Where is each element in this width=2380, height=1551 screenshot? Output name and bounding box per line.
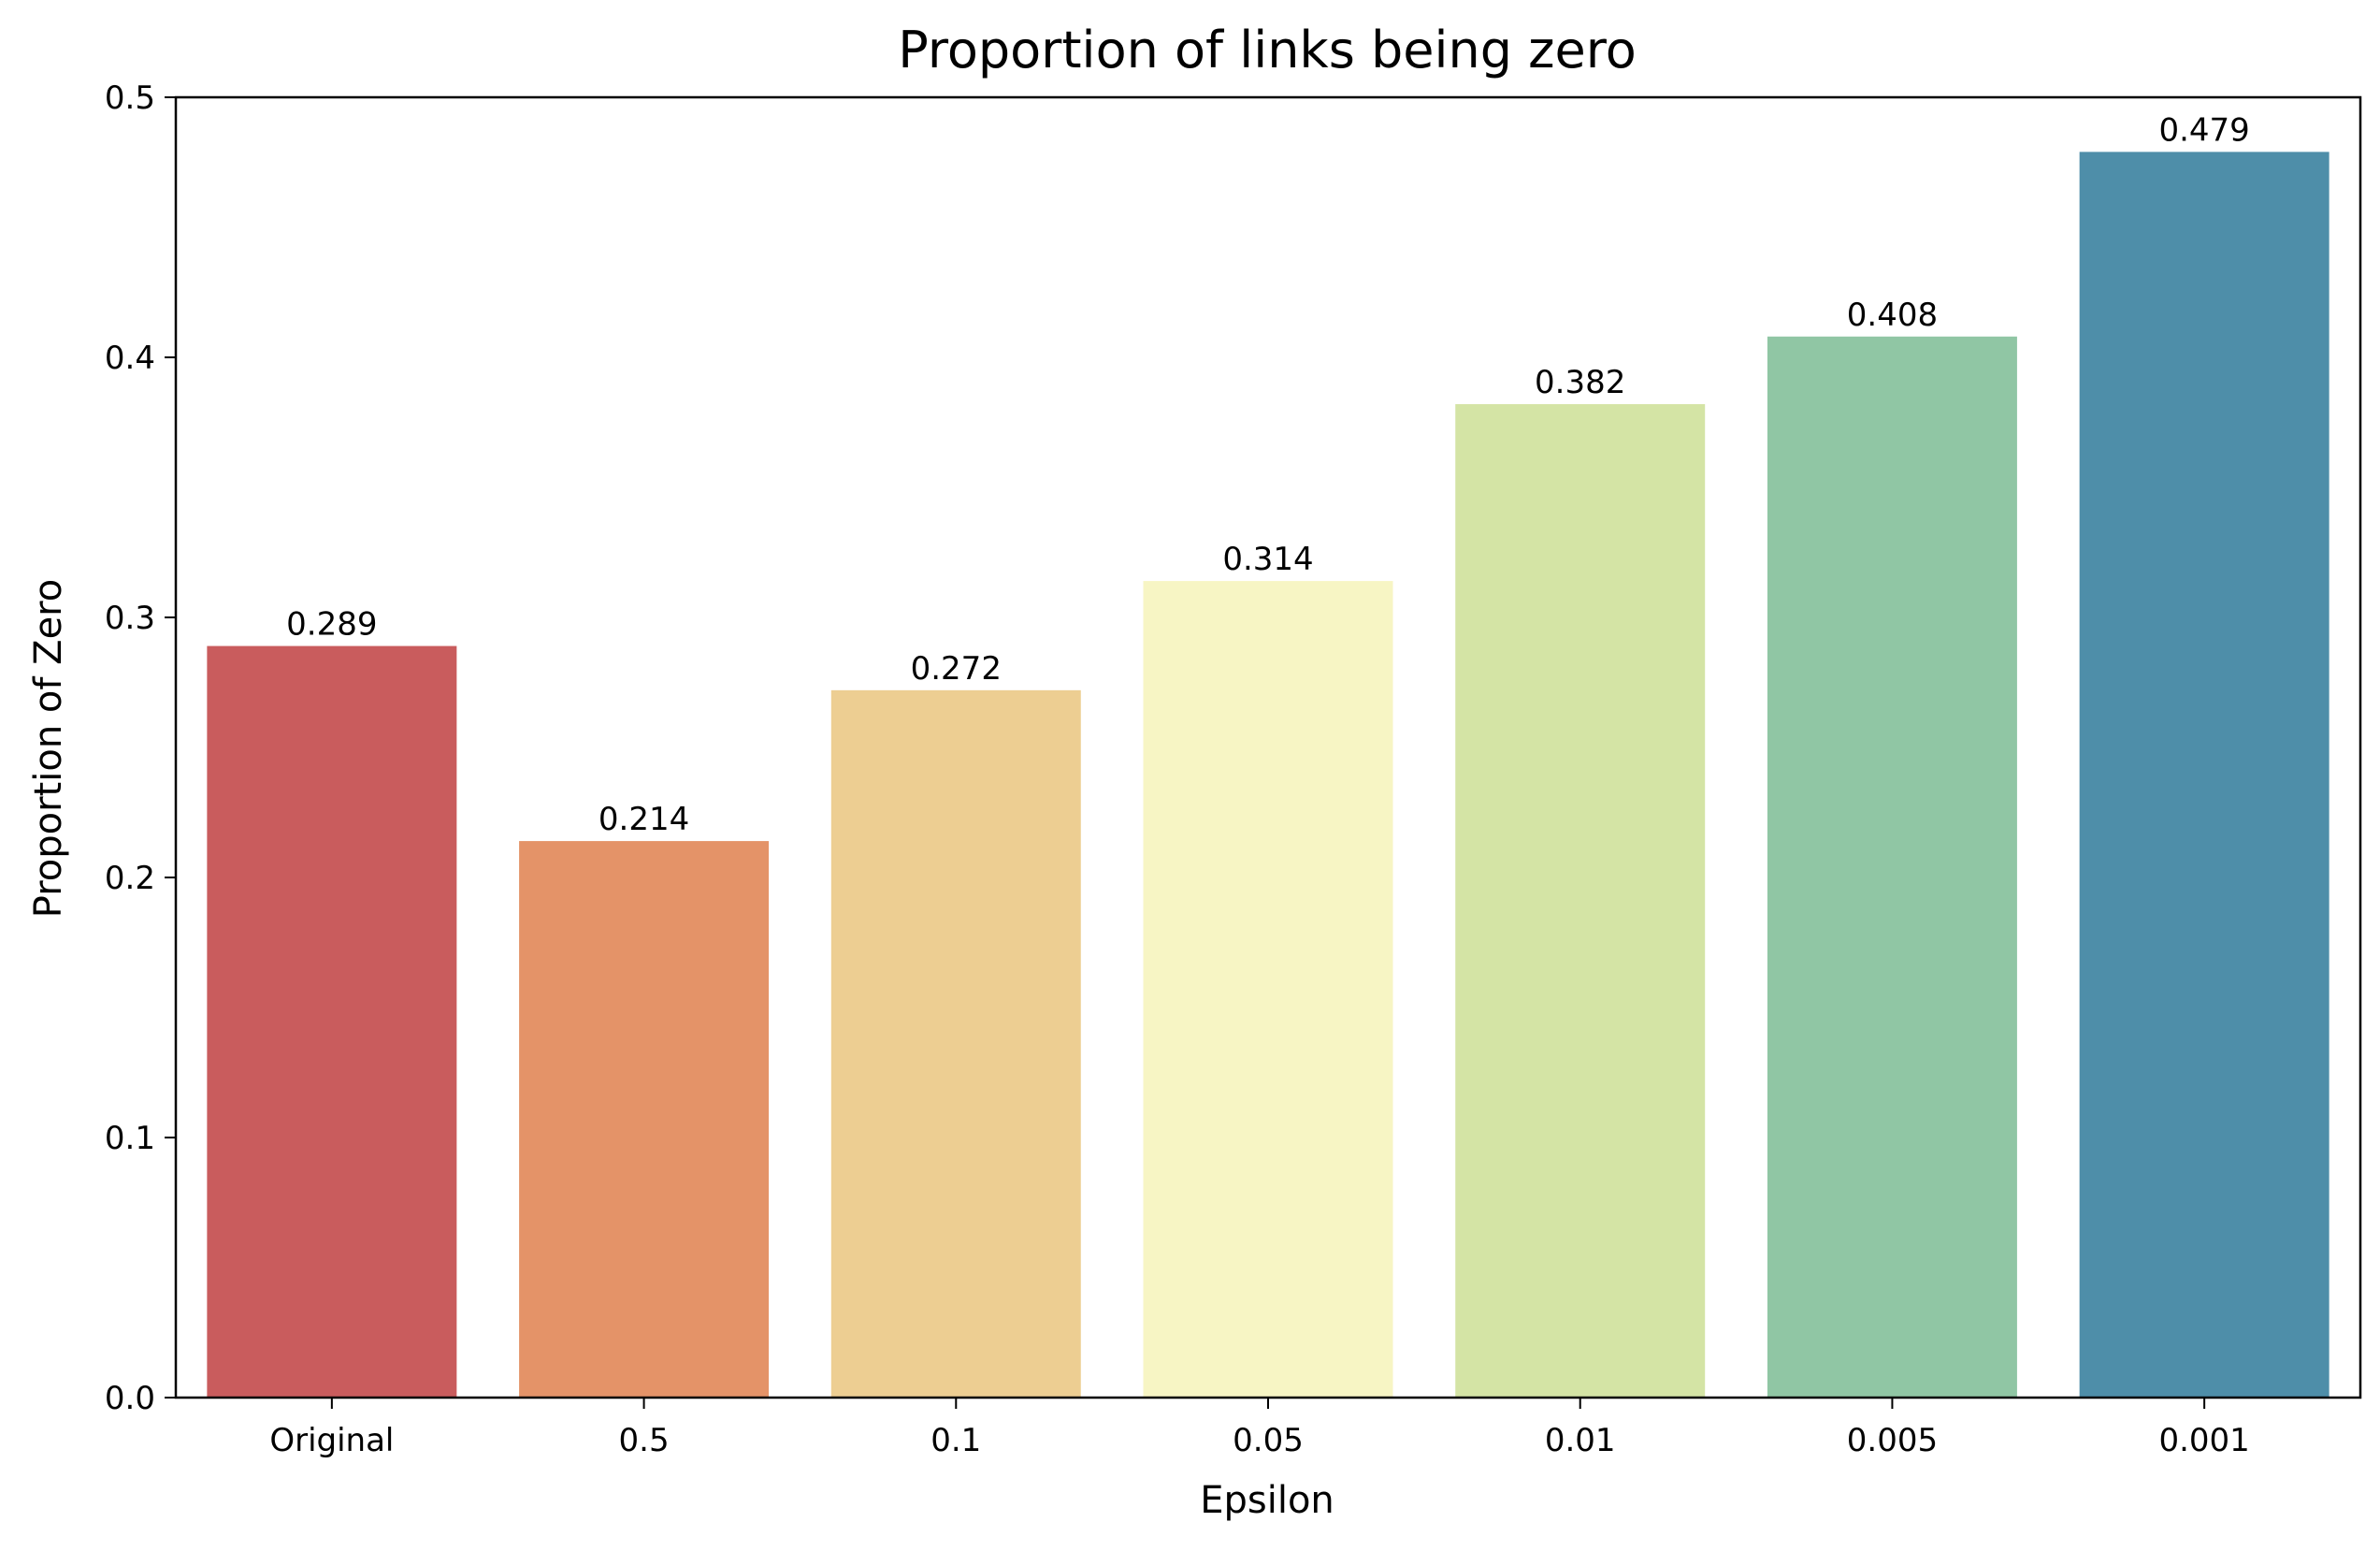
x-tick-label-1: 0.5 xyxy=(619,1422,670,1459)
y-tick-label-2: 0.2 xyxy=(105,860,155,897)
bar-1 xyxy=(519,841,770,1398)
x-tick-label-6: 0.001 xyxy=(2158,1422,2249,1459)
x-tick-label-4: 0.01 xyxy=(1545,1422,1616,1459)
y-tick-label-1: 0.1 xyxy=(105,1120,155,1157)
x-axis-label: Epsilon xyxy=(1200,1479,1334,1522)
bar-3 xyxy=(1143,581,1393,1398)
y-tick-label-0: 0.0 xyxy=(105,1380,155,1417)
data-label-2: 0.272 xyxy=(911,650,1002,688)
chart-title: Proportion of links being zero xyxy=(898,21,1637,80)
x-tick-label-2: 0.1 xyxy=(930,1422,981,1459)
bar-6 xyxy=(2079,152,2330,1398)
data-label-5: 0.408 xyxy=(1847,297,1938,334)
data-label-3: 0.314 xyxy=(1222,541,1313,578)
bar-4 xyxy=(1455,404,1706,1398)
y-tick-label-3: 0.3 xyxy=(105,600,155,637)
x-tick-label-0: Original xyxy=(269,1422,394,1459)
y-tick-label-5: 0.5 xyxy=(105,80,155,117)
x-tick-label-5: 0.005 xyxy=(1847,1422,1938,1459)
bar-5 xyxy=(1767,336,2017,1398)
y-axis-label: Proportion of Zero xyxy=(27,579,70,918)
data-label-4: 0.382 xyxy=(1535,364,1625,401)
plot-area: 0.289 Original 0.214 0.5 0.272 0.1 0.314 0.05 0.… xyxy=(105,80,2362,1459)
axes-frame xyxy=(174,95,2362,1399)
data-label-6: 0.479 xyxy=(2158,111,2249,149)
bar-2 xyxy=(830,689,1081,1398)
data-label-1: 0.214 xyxy=(599,801,689,838)
x-tick-label-3: 0.05 xyxy=(1233,1422,1304,1459)
bar-0 xyxy=(207,645,457,1398)
data-label-0: 0.289 xyxy=(286,606,377,644)
y-tick-label-4: 0.4 xyxy=(105,340,155,377)
